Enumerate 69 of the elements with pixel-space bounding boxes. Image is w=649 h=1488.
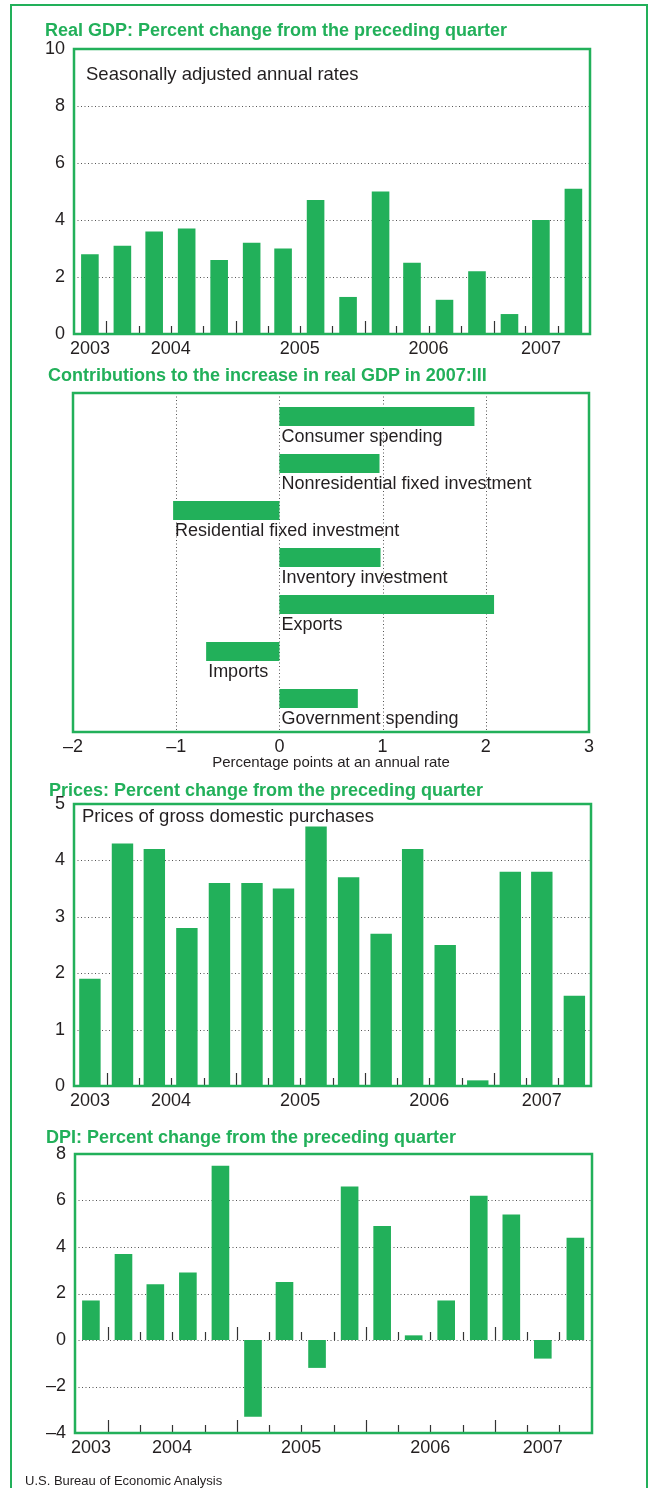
x-tick-label: 2007 xyxy=(522,1436,563,1457)
y-tick-label: Consumer spending xyxy=(281,425,443,446)
y-tick-label: 1 xyxy=(54,1018,65,1039)
bar xyxy=(211,1165,230,1340)
x-tick-label: 2006 xyxy=(408,337,449,358)
y-tick-label: 0 xyxy=(54,322,65,343)
bar xyxy=(146,1284,165,1340)
bar xyxy=(279,547,381,568)
x-tick-label: 2005 xyxy=(281,1436,322,1457)
bar xyxy=(82,1300,100,1340)
bar xyxy=(404,1335,423,1340)
chart-title: Contributions to the increase in real GDP in 2007:III xyxy=(48,364,487,387)
x-tick-label: 2003 xyxy=(69,337,110,358)
x-tick-label: 2003 xyxy=(69,1089,110,1110)
x-tick-label: 2005 xyxy=(280,1089,321,1110)
y-tick-label: 0 xyxy=(54,1074,65,1095)
bar xyxy=(173,500,280,521)
y-tick-label: 2 xyxy=(55,1282,66,1303)
bar xyxy=(373,1226,391,1340)
bar xyxy=(502,1214,521,1340)
x-tick-label: 3 xyxy=(583,735,595,756)
bar xyxy=(279,453,380,474)
x-tick-label: 2006 xyxy=(409,1089,450,1110)
y-tick-label: Government spending xyxy=(281,707,459,728)
bar xyxy=(206,641,280,662)
x-tick-label: 2004 xyxy=(150,1089,191,1110)
bar xyxy=(114,1253,133,1340)
bar xyxy=(279,406,475,427)
y-tick-label: Inventory investment xyxy=(281,566,448,587)
x-tick-label: 2004 xyxy=(151,1436,192,1457)
y-tick-label: Imports xyxy=(208,660,269,681)
x-tick-label: 2007 xyxy=(520,337,561,358)
y-tick-label: 6 xyxy=(55,1189,66,1210)
x-tick-label: 2 xyxy=(480,735,491,756)
y-tick-label: 4 xyxy=(54,208,65,229)
text: Seasonally adjusted annual rates xyxy=(86,63,359,85)
bar xyxy=(308,1340,326,1368)
y-tick-label: 6 xyxy=(54,151,65,172)
bar xyxy=(437,1300,456,1340)
bar xyxy=(469,1195,488,1340)
y-tick-label: Exports xyxy=(281,613,343,634)
y-tick-label: 3 xyxy=(54,905,65,926)
y-tick-label: 2 xyxy=(54,265,65,286)
bar xyxy=(340,1186,359,1340)
x-tick-label: 2005 xyxy=(279,337,320,358)
bar xyxy=(566,1237,585,1340)
bar xyxy=(275,1281,294,1340)
y-tick-label: 4 xyxy=(54,849,65,870)
x-tick-label: 2007 xyxy=(521,1089,562,1110)
x-tick-label: 2006 xyxy=(410,1436,451,1457)
y-tick-label: 8 xyxy=(54,94,65,115)
y-tick-label: –2 xyxy=(45,1375,66,1396)
y-tick-label: 2 xyxy=(54,962,65,983)
x-tick-label: 2003 xyxy=(70,1436,111,1457)
x-axis-title: Percentage points at an annual rate xyxy=(212,753,450,771)
bar xyxy=(533,1340,552,1359)
x-tick-label: –1 xyxy=(166,735,187,756)
y-tick-label: Nonresidential fixed investment xyxy=(281,472,532,493)
x-tick-label: 2004 xyxy=(150,337,191,358)
y-tick-label: 0 xyxy=(55,1328,66,1349)
text: U.S. Bureau of Economic Analysis xyxy=(25,1473,223,1488)
y-tick-label: 4 xyxy=(55,1235,66,1256)
bar xyxy=(279,688,358,709)
y-tick-label: –4 xyxy=(45,1421,66,1442)
bar xyxy=(279,594,495,615)
bar xyxy=(244,1340,262,1417)
chart-subtitle: Prices of gross domestic purchases xyxy=(82,805,375,827)
bar xyxy=(179,1272,197,1340)
y-tick-label: Residential fixed investment xyxy=(175,519,400,540)
